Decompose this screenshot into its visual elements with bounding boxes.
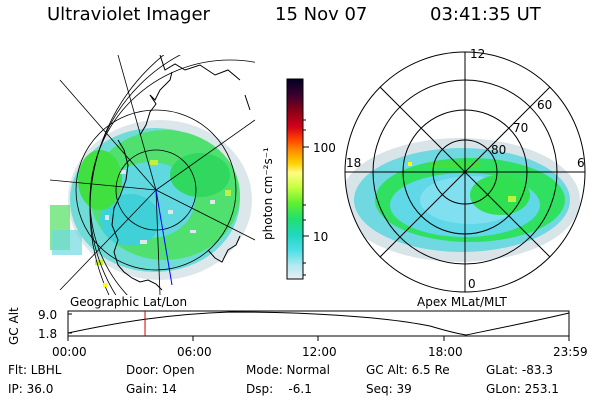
altitude-ylabel: GC Alt [7,307,21,345]
lat-60-label: 60 [537,98,553,112]
seq-status: Seq: 39 [366,382,412,396]
lat-70-label: 70 [513,121,529,135]
right-map-label: Apex MLat/MLT [417,295,507,309]
left-map-label: Geographic Lat/Lon [70,295,188,309]
dsp-status: Dsp: -6.1 [246,382,312,396]
altitude-xtick-3: 18:00 [428,345,463,359]
altitude-xtick-4: 23:59 [553,345,588,359]
colorbar-tick-10: 10 [313,230,329,244]
mode-status: Mode: Normal [246,363,330,377]
color-bar [286,78,309,280]
altitude-ytick-max: 9.0 [38,308,58,322]
mlt-6-label: 6 [577,156,585,170]
glon-status: GLon: 253.1 [486,382,559,396]
mlt-0-label: 0 [468,277,476,291]
altitude-xtick-2: 12:00 [302,345,337,359]
mlt-18-label: 18 [346,156,362,170]
colorbar-unit-label: photon cm⁻²s⁻¹ [261,147,275,240]
gc-alt-status: GC Alt: 6.5 Re [366,363,450,377]
altitude-xtick-1: 06:00 [177,345,212,359]
instrument-title: Ultraviolet Imager [47,4,210,25]
lat-80-label: 80 [491,143,507,157]
altitude-plot [67,310,570,341]
glat-status: GLat: -83.3 [486,363,553,377]
altitude-xtick-0: 00:00 [52,345,87,359]
gain-status: Gain: 14 [126,382,177,396]
date-label: 15 Nov 07 [275,4,368,25]
door-status: Door: Open [126,363,195,377]
apex-polar-map [344,51,586,293]
geographic-map [50,55,255,295]
colorbar-tick-100: 100 [313,141,336,155]
mlt-12-label: 12 [470,47,486,61]
time-label: 03:41:35 UT [430,4,541,25]
filter-status: Flt: LBHL [8,363,62,377]
ip-status: IP: 36.0 [8,382,54,396]
altitude-ytick-min: 1.8 [38,327,58,341]
